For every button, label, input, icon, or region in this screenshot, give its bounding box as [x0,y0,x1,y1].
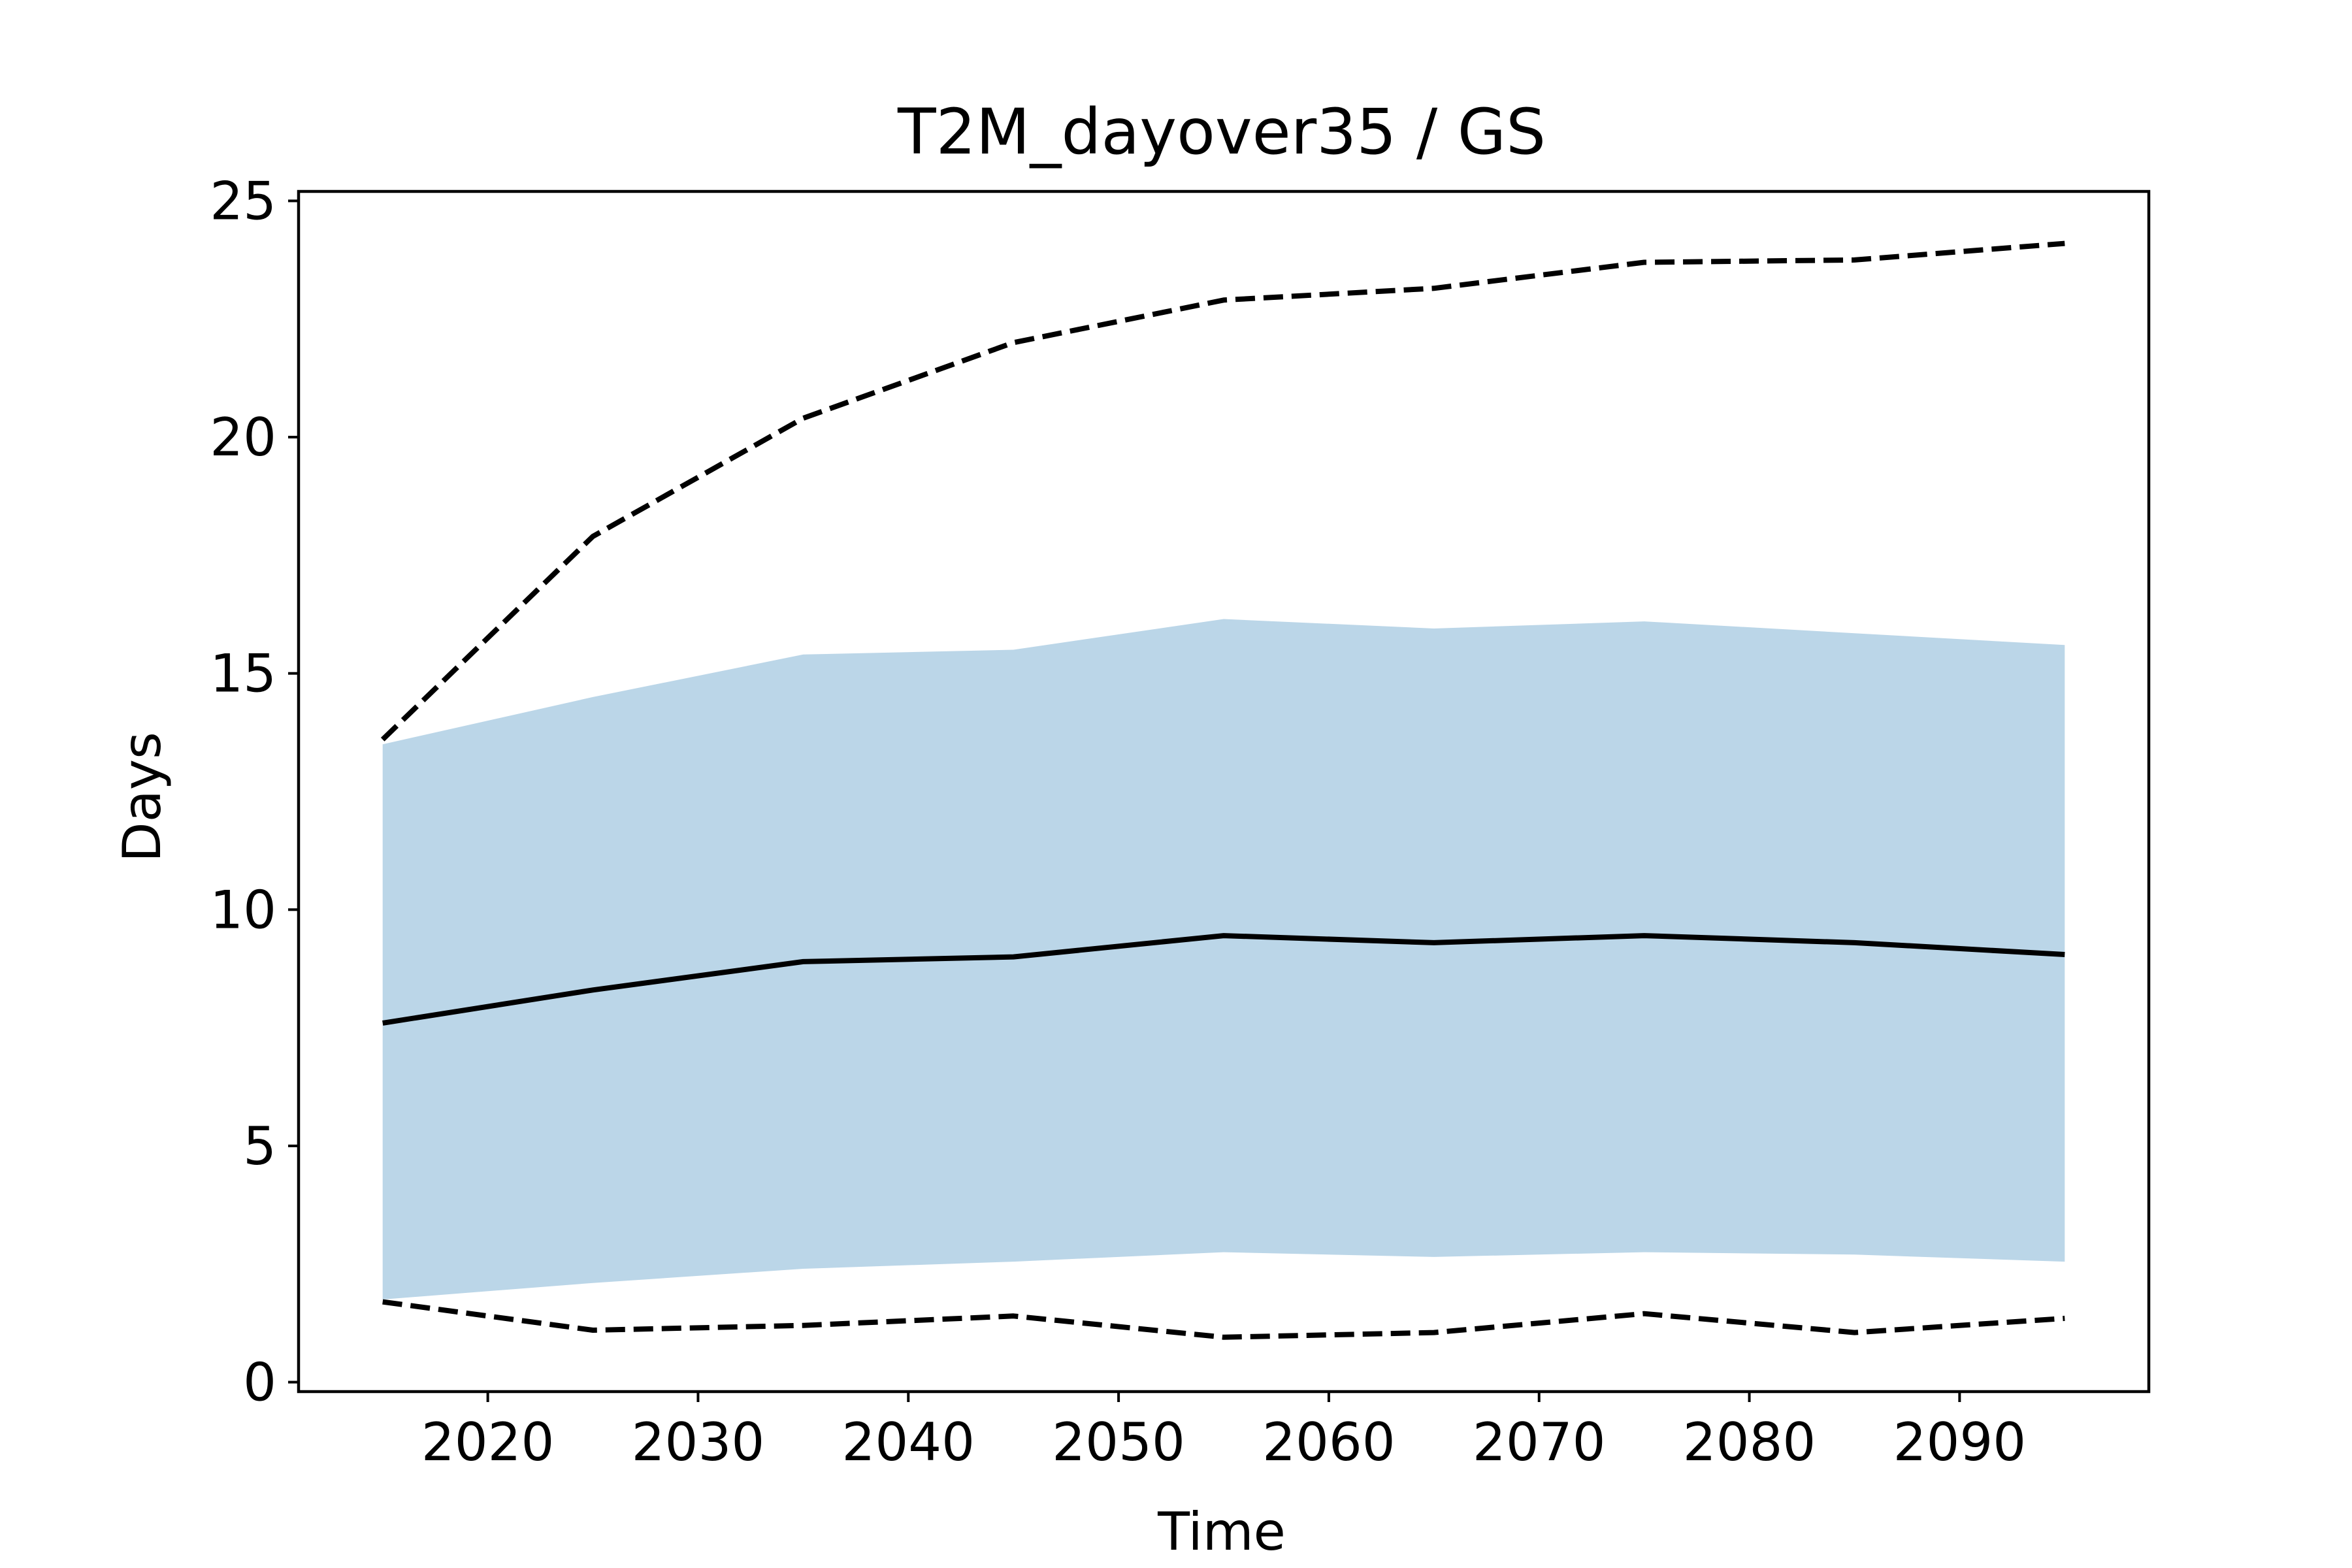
x-tick-label: 2040 [841,1412,975,1473]
x-tick-label: 2030 [632,1412,765,1473]
x-axis: 2020 2030 2040 2050 2060 2070 2080 2090 [421,1392,2026,1473]
plot-area [380,240,2065,1340]
series-line-mean [382,933,2065,1026]
x-tick-label: 2020 [421,1412,555,1473]
y-tick-label: 25 [210,171,276,231]
y-axis: 0 5 10 15 20 25 [210,171,299,1413]
x-tick-label: 2060 [1262,1412,1396,1473]
x-tick-label: 2080 [1683,1412,1816,1473]
y-tick-label: 0 [243,1352,276,1413]
y-tick-label: 20 [210,407,276,468]
series-line-min [382,1299,2065,1340]
x-tick-label: 2070 [1473,1412,1606,1473]
y-tick-label: 10 [210,879,276,940]
plot-frame [297,189,2151,1394]
x-axis-label: Time [1157,1501,1286,1562]
y-tick-label: 15 [210,644,276,704]
chart-title: T2M_dayover35 / GS [897,95,1546,169]
x-tick-label: 2090 [1893,1412,2027,1473]
y-tick-label: 5 [243,1116,276,1177]
series-line-max [380,240,2065,742]
x-tick-label: 2050 [1052,1412,1185,1473]
y-axis-label: Days [112,732,172,862]
spread-band [382,619,2065,1299]
